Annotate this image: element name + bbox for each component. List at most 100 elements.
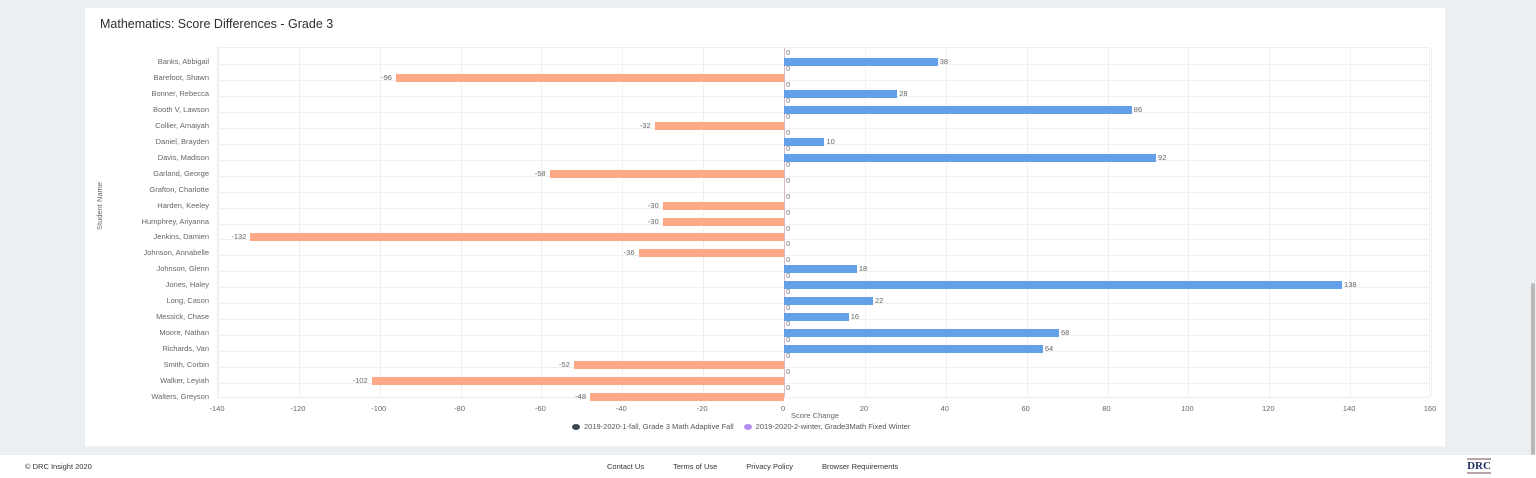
bar-positive[interactable] bbox=[784, 297, 874, 306]
horizontal-gridline bbox=[218, 367, 1429, 369]
browser-requirements-link[interactable]: Browser Requirements bbox=[821, 462, 899, 471]
bar-negative[interactable] bbox=[654, 121, 785, 130]
x-axis-tick: 40 bbox=[940, 404, 949, 413]
bar-positive[interactable] bbox=[784, 265, 857, 274]
x-axis-tick: -80 bbox=[454, 404, 466, 413]
y-axis-label: Jenkins, Damien bbox=[153, 232, 209, 242]
vertical-gridline bbox=[460, 48, 462, 397]
y-axis-label: Walker, Leyiah bbox=[160, 376, 209, 386]
zero-line bbox=[784, 48, 786, 397]
horizontal-gridline bbox=[218, 127, 1429, 129]
data-label-fall: 0 bbox=[786, 303, 791, 313]
y-axis-title: Student Name bbox=[95, 182, 104, 230]
legend-item-fall[interactable]: 2019-2020-1-fall, Grade 3 Math Adaptive … bbox=[572, 422, 734, 431]
data-label-fall: 0 bbox=[786, 63, 791, 73]
bar-positive[interactable] bbox=[784, 137, 825, 146]
bar-positive[interactable] bbox=[784, 345, 1043, 354]
data-label-fall: 0 bbox=[786, 223, 791, 233]
data-label: -32 bbox=[639, 120, 651, 130]
bar-negative[interactable] bbox=[250, 233, 785, 242]
vertical-gridline bbox=[298, 48, 300, 397]
page-scrollbar[interactable] bbox=[1531, 283, 1535, 455]
bar-positive[interactable] bbox=[784, 329, 1059, 338]
y-axis-label: Moore, Nathan bbox=[159, 328, 209, 338]
data-label: 68 bbox=[1061, 328, 1070, 338]
bar-positive[interactable] bbox=[784, 57, 938, 66]
y-axis-label: Davis, Madison bbox=[157, 152, 209, 162]
vertical-gridline bbox=[1107, 48, 1109, 397]
data-label: -96 bbox=[381, 72, 392, 82]
x-axis-tick: 60 bbox=[1021, 404, 1030, 413]
legend-item-winter[interactable]: 2019-2020-2-winter, Grade3Math Fixed Win… bbox=[743, 422, 911, 431]
y-axis-label: Banks, Abbigail bbox=[157, 56, 209, 66]
privacy-policy-link[interactable]: Privacy Policy bbox=[746, 462, 793, 471]
terms-of-use-link[interactable]: Terms of Use bbox=[673, 462, 718, 471]
bar-negative[interactable] bbox=[371, 377, 785, 386]
horizontal-gridline bbox=[218, 239, 1429, 241]
data-label: -30 bbox=[647, 216, 659, 226]
data-label: -30 bbox=[647, 200, 659, 210]
chart-card: Mathematics: Score Differences - Grade 3… bbox=[85, 8, 1445, 446]
data-label: 138 bbox=[1344, 280, 1357, 290]
horizontal-gridline bbox=[218, 175, 1429, 177]
data-label-fall: 0 bbox=[786, 95, 791, 105]
y-axis-label: Messick, Chase bbox=[156, 312, 209, 322]
data-label-fall: 0 bbox=[786, 48, 791, 57]
y-axis-label: Garland, George bbox=[153, 168, 209, 178]
y-axis-label: Humphrey, Ariyanna bbox=[141, 216, 209, 226]
x-axis-tick: 120 bbox=[1262, 404, 1275, 413]
bar-negative[interactable] bbox=[662, 217, 785, 226]
legend-label: 2019-2020-2-winter, Grade3Math Fixed Win… bbox=[755, 422, 911, 431]
bar-positive[interactable] bbox=[784, 153, 1157, 162]
vertical-gridline bbox=[945, 48, 947, 397]
y-axis-label: Long, Cason bbox=[166, 296, 209, 306]
contact-us-link[interactable]: Contact Us bbox=[607, 462, 645, 471]
x-axis-tick: -20 bbox=[696, 404, 708, 413]
y-axis-label: Barefoot, Shawn bbox=[153, 72, 209, 82]
horizontal-gridline bbox=[218, 207, 1429, 209]
data-label: 28 bbox=[899, 88, 908, 98]
bar-positive[interactable] bbox=[784, 281, 1343, 290]
data-label: 92 bbox=[1158, 152, 1167, 162]
y-axis-label: Johnson, Annabelle bbox=[143, 248, 209, 258]
vertical-gridline bbox=[864, 48, 866, 397]
bar-negative[interactable] bbox=[662, 201, 785, 210]
data-label: 38 bbox=[939, 56, 949, 66]
horizontal-gridline bbox=[218, 255, 1429, 257]
footer-links: Contact Us Terms of Use Privacy Policy B… bbox=[607, 462, 898, 471]
data-label-fall: 0 bbox=[786, 175, 791, 185]
vertical-gridline bbox=[379, 48, 381, 397]
y-axis-label: Johnson, Glenn bbox=[156, 264, 209, 274]
bar-negative[interactable] bbox=[589, 393, 785, 401]
plot-area: 0 38 0 -96 0 28 0 86 0 -32 0 10 0 92 0 -58 0 0 -30 0 -30 0 -13… bbox=[217, 47, 1432, 401]
drc-logo: DRC bbox=[1467, 458, 1491, 474]
bar-positive[interactable] bbox=[784, 313, 849, 322]
data-label: 10 bbox=[826, 136, 835, 146]
bar-negative[interactable] bbox=[549, 169, 785, 178]
bar-negative[interactable] bbox=[573, 361, 785, 370]
y-axis-label: Jones, Haley bbox=[165, 280, 209, 290]
copyright: © DRC Insight 2020 bbox=[25, 462, 92, 471]
bar-positive[interactable] bbox=[784, 105, 1132, 114]
x-axis-tick: -120 bbox=[290, 404, 306, 413]
data-label: -48 bbox=[575, 392, 586, 401]
x-axis-tick: -60 bbox=[535, 404, 546, 413]
x-axis-title: Score Change bbox=[791, 411, 839, 420]
vertical-gridline bbox=[1431, 48, 1432, 397]
data-label-fall: 0 bbox=[786, 271, 791, 281]
data-label-fall: 0 bbox=[786, 207, 791, 217]
y-axis-label: Walters, Greyson bbox=[151, 392, 209, 401]
bar-positive[interactable] bbox=[784, 89, 898, 98]
vertical-gridline bbox=[218, 48, 219, 397]
horizontal-gridline bbox=[218, 191, 1429, 193]
data-label-fall: 0 bbox=[786, 335, 791, 345]
bar-negative[interactable] bbox=[638, 249, 785, 258]
horizontal-gridline bbox=[218, 223, 1429, 225]
y-axis-label: Richards, Van bbox=[162, 344, 209, 354]
x-axis-tick: -40 bbox=[615, 404, 627, 413]
data-label-fall: 0 bbox=[786, 143, 791, 153]
y-axis-label: Collier, Amaiyah bbox=[155, 120, 209, 130]
bar-negative[interactable] bbox=[395, 73, 785, 82]
data-label-fall: 0 bbox=[786, 287, 791, 297]
vertical-gridline bbox=[622, 48, 624, 397]
